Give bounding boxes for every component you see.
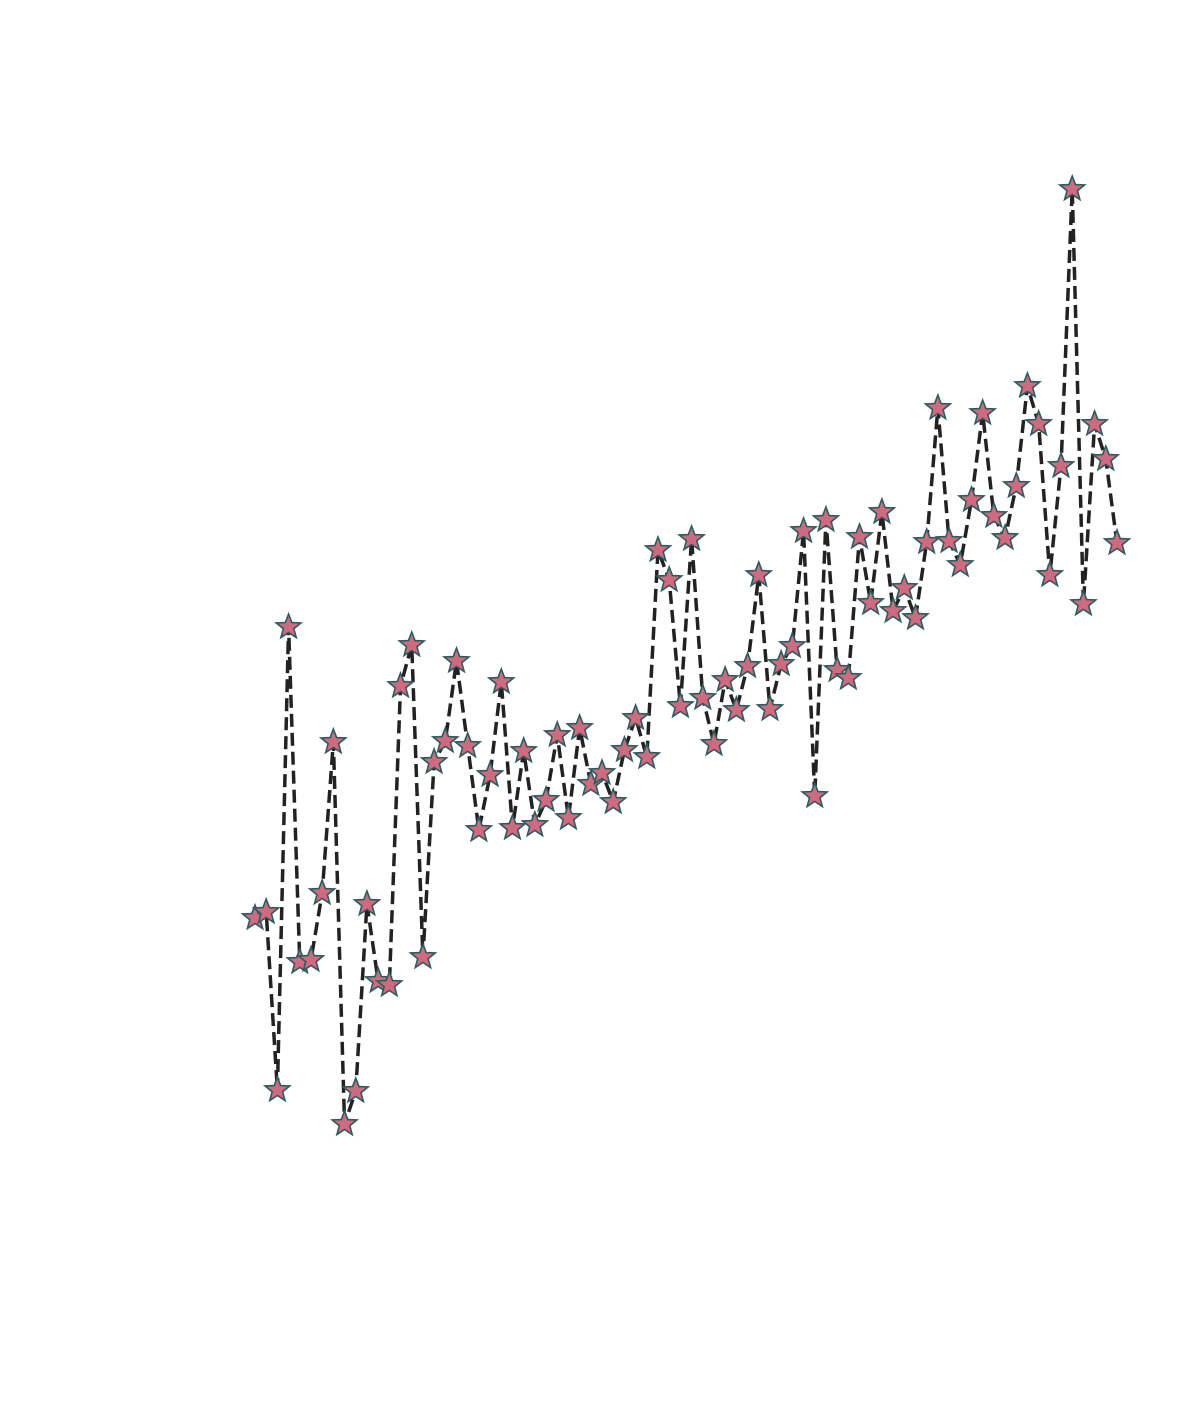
data-point [867, 496, 897, 525]
data-point [800, 780, 830, 809]
data-point [632, 741, 662, 770]
data-point [609, 734, 639, 763]
data-point [262, 1074, 292, 1103]
data-point [968, 397, 998, 426]
data-point [710, 664, 740, 693]
data-line [254, 187, 1119, 1126]
data-point [912, 526, 942, 555]
data-point [408, 941, 438, 970]
data-point [565, 712, 595, 741]
data-point [598, 786, 628, 815]
data-point [833, 662, 863, 691]
data-point [1012, 370, 1042, 399]
data-point [1080, 408, 1110, 437]
data-point [441, 645, 472, 674]
data-point [553, 802, 583, 831]
data-point [419, 746, 449, 775]
data-point [1035, 559, 1065, 588]
data-point [397, 629, 427, 658]
data-point [542, 719, 572, 748]
data-point [386, 670, 416, 699]
data-point [923, 392, 953, 421]
data-point [789, 515, 819, 544]
data-point [1091, 443, 1121, 472]
data-point [755, 693, 785, 722]
data-point [1001, 470, 1031, 499]
data-point [1046, 450, 1076, 479]
data-point [956, 484, 986, 513]
data-point [296, 944, 326, 973]
data-point [699, 728, 729, 757]
data-point [1057, 173, 1087, 202]
data-point [979, 500, 1009, 529]
data-point [1102, 527, 1132, 556]
data-point [430, 725, 460, 754]
data-point [856, 587, 886, 616]
data-point [744, 559, 774, 588]
data-point [934, 525, 964, 554]
data-point [520, 809, 550, 838]
data-point [1068, 588, 1098, 617]
data-point [688, 682, 718, 711]
data-point [777, 630, 807, 659]
data-point [475, 759, 505, 788]
data-point [352, 888, 382, 917]
data-point [307, 877, 337, 906]
data-point [900, 602, 931, 631]
data-point [878, 595, 908, 624]
data-point [274, 611, 304, 640]
data-point [665, 690, 695, 719]
data-point [990, 522, 1020, 551]
data-point [486, 666, 516, 695]
data-point [654, 564, 684, 593]
data-point [318, 726, 348, 755]
data-point [721, 694, 751, 723]
data-point [341, 1075, 371, 1104]
data-point [330, 1108, 360, 1137]
data-point [766, 648, 796, 677]
data-point [509, 735, 539, 764]
data-point [251, 896, 281, 925]
data-point [733, 650, 763, 679]
data-point [845, 521, 875, 550]
data-point [621, 702, 651, 731]
data-point [587, 757, 617, 786]
data-point [945, 549, 975, 578]
data-point [1024, 408, 1054, 437]
data-point [453, 730, 483, 759]
data-point [374, 969, 404, 998]
data-point [643, 534, 673, 563]
data-point [464, 814, 494, 843]
data-point [497, 812, 527, 841]
data-point [811, 504, 841, 533]
data-point [531, 784, 561, 813]
data-point [889, 572, 919, 601]
data-point [677, 523, 707, 552]
